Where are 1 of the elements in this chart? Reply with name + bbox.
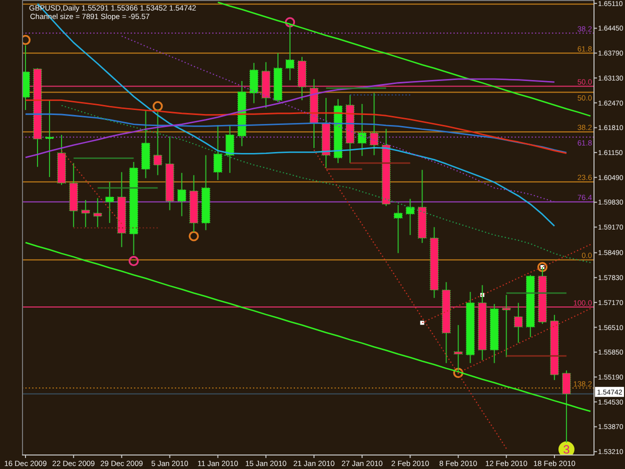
annotation: 3 bbox=[563, 442, 570, 457]
